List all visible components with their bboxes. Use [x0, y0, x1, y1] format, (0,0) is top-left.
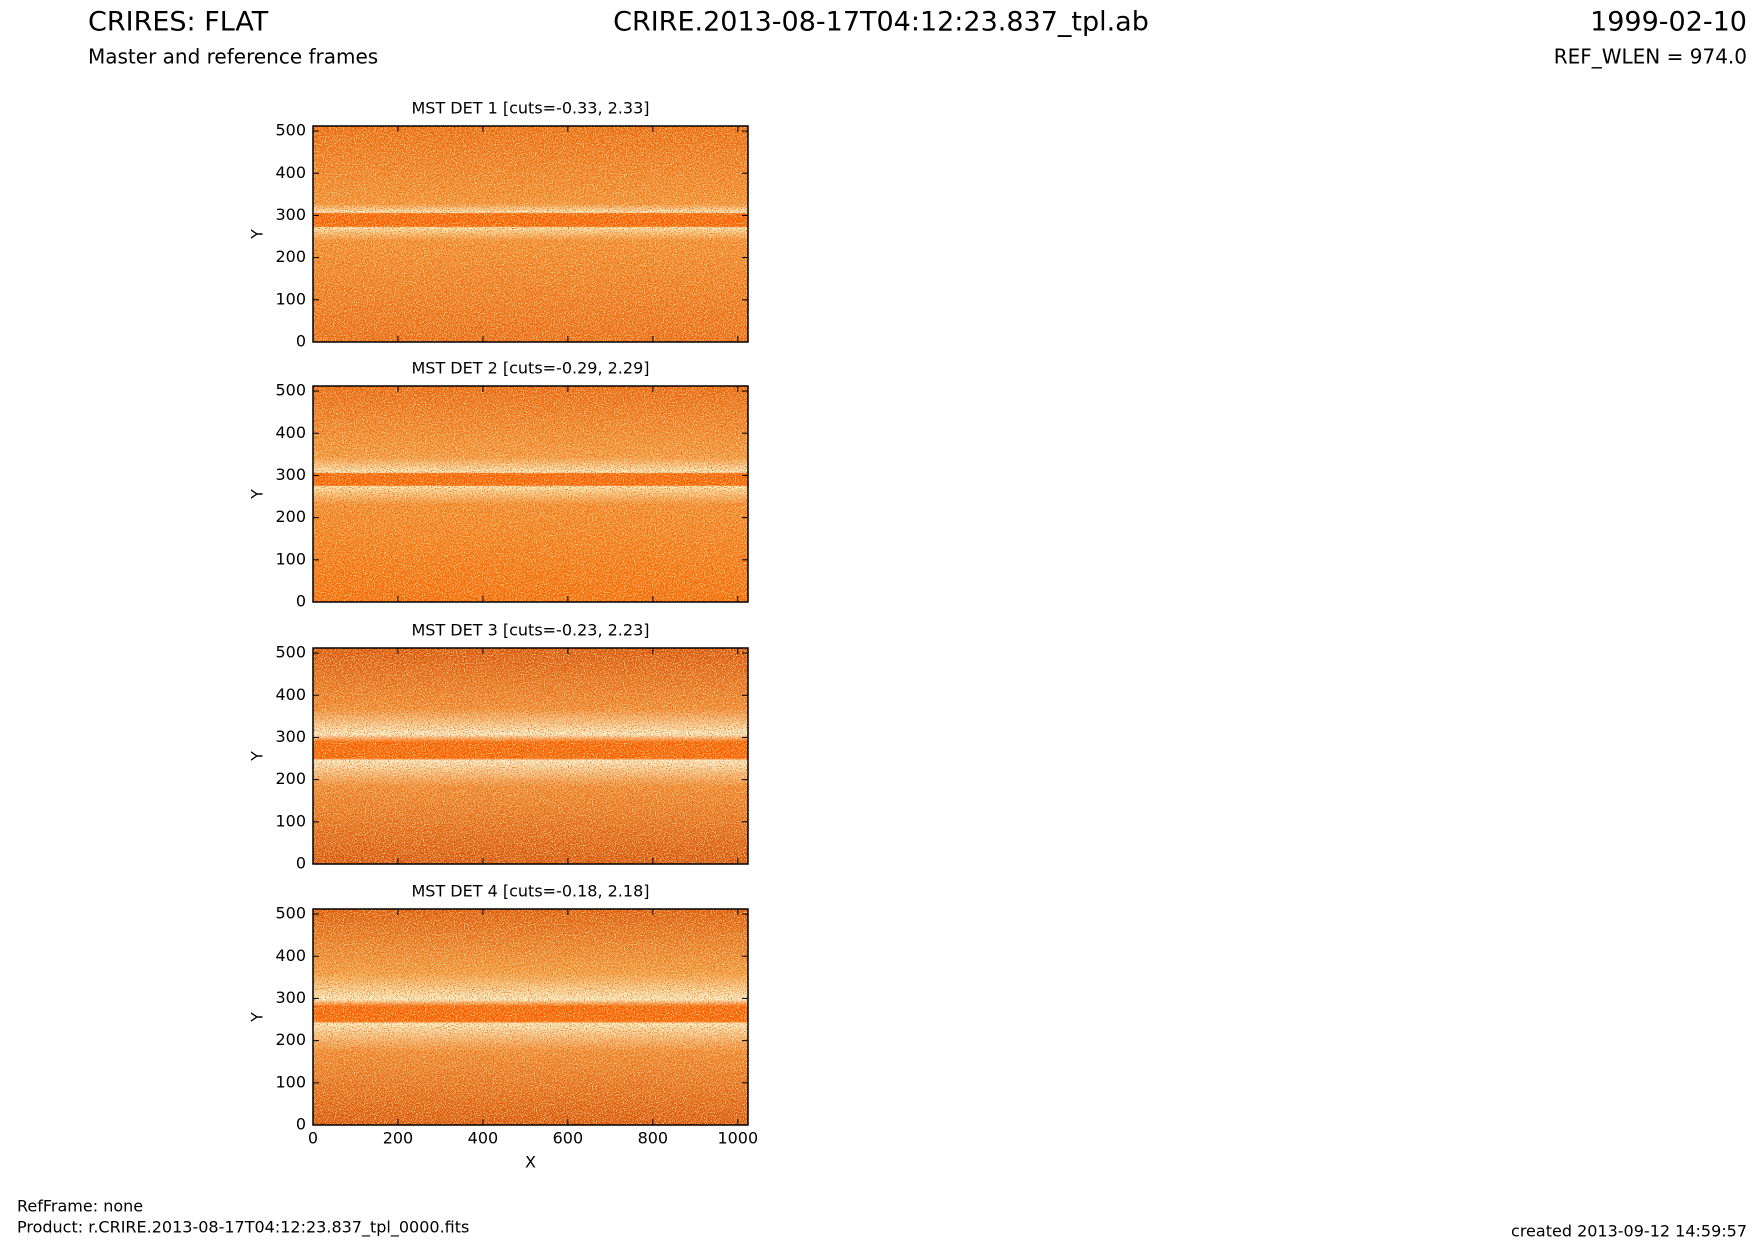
y-tick-label: 200 [275, 1030, 306, 1049]
y-tick-label: 500 [275, 904, 306, 923]
y-tick-label: 200 [275, 247, 306, 266]
x-axis-label: X [525, 1153, 536, 1172]
panel-title: MST DET 4 [cuts=-0.18, 2.18] [411, 882, 649, 901]
header-date: 1999-02-10 [1590, 7, 1747, 38]
y-tick-label: 0 [296, 332, 306, 351]
footer-product: Product: r.CRIRE.2013-08-17T04:12:23.837… [17, 1218, 469, 1238]
y-tick-label: 500 [275, 121, 306, 140]
header-file: CRIRE.2013-08-17T04:12:23.837_tpl.ab [613, 7, 1149, 38]
y-tick-label: 100 [275, 1072, 306, 1091]
image-noise [313, 386, 748, 602]
y-axis-label: Y [248, 1012, 267, 1023]
y-tick-label: 0 [296, 854, 306, 873]
x-tick-label: 600 [553, 1129, 584, 1148]
y-tick-label: 300 [275, 988, 306, 1007]
y-tick-label: 100 [275, 811, 306, 830]
y-tick-label: 200 [275, 769, 306, 788]
footer-ref-frame: RefFrame: none [17, 1197, 143, 1216]
y-tick-label: 400 [275, 163, 306, 182]
x-tick-label: 400 [468, 1129, 499, 1148]
y-axis-label: Y [248, 751, 267, 762]
y-tick-label: 400 [275, 685, 306, 704]
x-tick-label: 800 [638, 1129, 669, 1148]
axes-border [312, 647, 749, 865]
panel-title: MST DET 1 [cuts=-0.33, 2.33] [411, 99, 649, 118]
footer-created: created 2013-09-12 14:59:57 [1511, 1222, 1747, 1241]
y-axis-label: Y [248, 489, 267, 500]
y-tick-label: 100 [275, 549, 306, 568]
y-tick-label: 300 [275, 465, 306, 484]
y-tick-label: 200 [275, 507, 306, 526]
header-ref-wlen: REF_WLEN = 974.0 [1554, 45, 1747, 69]
y-tick-label: 500 [275, 381, 306, 400]
x-tick-label: 200 [383, 1129, 414, 1148]
y-tick-label: 100 [275, 289, 306, 308]
axes-border [312, 125, 749, 343]
y-tick-label: 400 [275, 423, 306, 442]
image-noise [313, 648, 748, 864]
axes-border [312, 908, 749, 1126]
image-noise [313, 909, 748, 1125]
x-tick-label: 1000 [717, 1129, 758, 1148]
header-subtitle: Master and reference frames [88, 45, 378, 69]
y-tick-label: 400 [275, 946, 306, 965]
y-tick-label: 0 [296, 1115, 306, 1134]
image-noise [313, 126, 748, 342]
y-tick-label: 300 [275, 727, 306, 746]
y-tick-label: 300 [275, 205, 306, 224]
panel-title: MST DET 2 [cuts=-0.29, 2.29] [411, 359, 649, 378]
y-tick-label: 0 [296, 592, 306, 611]
header-title: CRIRES: FLAT [88, 7, 269, 38]
x-tick-label: 0 [308, 1129, 318, 1148]
axes-border [312, 385, 749, 603]
panel-title: MST DET 3 [cuts=-0.23, 2.23] [411, 621, 649, 640]
y-tick-label: 500 [275, 643, 306, 662]
y-axis-label: Y [248, 229, 267, 240]
